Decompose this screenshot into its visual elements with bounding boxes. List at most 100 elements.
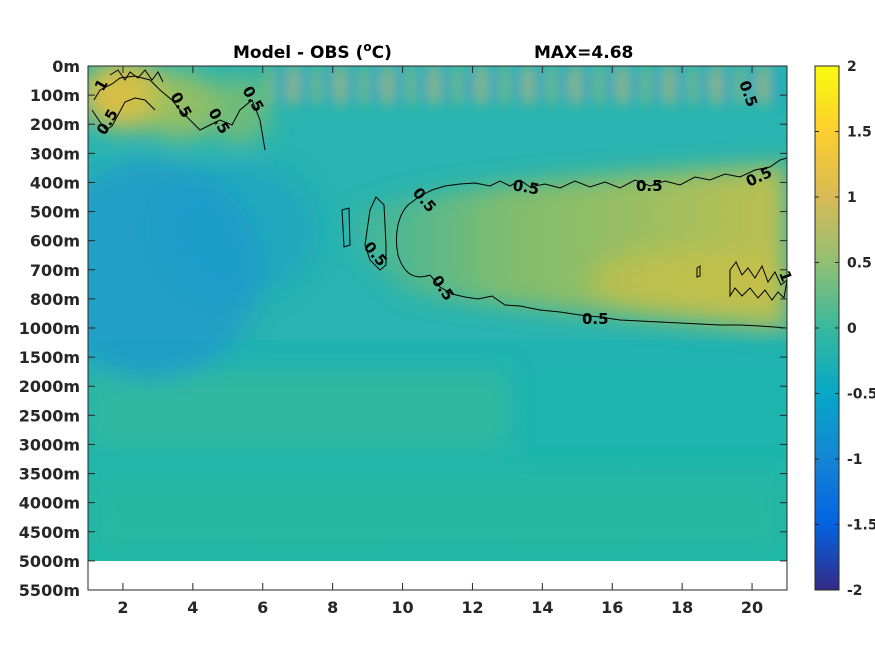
colorbar-tick-label: -0.5 — [847, 387, 875, 403]
surface-stripe-cool — [533, 66, 546, 105]
surface-stripe-warm — [498, 66, 512, 107]
surface-stripe-warm — [427, 66, 442, 107]
contour-surface-0.5-b — [91, 97, 156, 131]
surface-stripe-warm — [333, 66, 348, 107]
contour-upper-0.5 — [407, 157, 787, 206]
surface-stripe-cool — [604, 66, 616, 105]
y-tick-label: 1000m — [19, 319, 80, 338]
y-tick-label: 700m — [30, 261, 80, 280]
x-tick-label: 4 — [187, 598, 198, 617]
surface-stripe-cool — [463, 66, 475, 105]
surface-stripes — [263, 66, 781, 107]
contour-label-13: 0.5 — [582, 310, 609, 328]
contour-inner-0.5 — [364, 196, 387, 271]
surface-stripe-cool — [651, 66, 663, 105]
surface-stripe-warm — [662, 66, 677, 107]
surface-stripe-warm — [545, 66, 559, 107]
surface-stripe-warm — [263, 66, 277, 107]
contour-label-9: 0.5 — [636, 177, 663, 195]
colorbar-tick-label: 2 — [847, 59, 857, 75]
surface-stripe-cool — [721, 66, 734, 105]
contour-left-0.5 — [395, 204, 431, 278]
surface-stripe-cool — [275, 66, 287, 105]
surface-stripe-warm — [686, 66, 700, 107]
surface-stripe-cool — [510, 66, 522, 105]
x-tick-label: 6 — [257, 598, 268, 617]
y-tick-label: 600m — [30, 232, 80, 251]
surface-stripe-cool — [674, 66, 687, 105]
intermediate-warm-core — [590, 250, 787, 310]
surface-stripe-warm — [380, 66, 395, 107]
surface-stripe-warm — [521, 66, 536, 107]
surface-stripe-cool — [627, 66, 640, 105]
y-tick-label: 3500m — [19, 465, 80, 484]
y-tick-label: 5500m — [19, 581, 80, 600]
deep-warm-patch-2 — [88, 470, 787, 555]
colorbar-tick-label: -1.5 — [847, 518, 875, 534]
y-tick-label: 4000m — [19, 494, 80, 513]
y-tick-label: 100m — [30, 86, 80, 105]
surface-stripe-warm — [404, 66, 418, 107]
y-axis: 0m 100m 200m 300m 400m 500m 600m 700m 800m 1000m 1… — [19, 57, 787, 600]
contour-right-small — [696, 265, 701, 278]
surface-stripe-cool — [439, 66, 452, 105]
y-tick-label: 800m — [30, 290, 80, 309]
x-tick-label: 16 — [601, 598, 623, 617]
colorbar-tick-label: -2 — [847, 583, 863, 599]
x-tick-label: 12 — [461, 598, 483, 617]
surface-stripe-cool — [392, 66, 405, 105]
colorbar-tick-label: 0.5 — [847, 256, 872, 272]
surface-stripe-cool — [768, 66, 781, 105]
surface-stripe-cool — [745, 66, 757, 105]
surface-stripe-cool — [416, 66, 428, 105]
x-tick-label: 18 — [671, 598, 693, 617]
surface-stripe-warm — [592, 66, 606, 107]
surface-stripe-warm — [357, 66, 371, 107]
surface-stripe-warm — [474, 66, 489, 107]
contours — [91, 69, 787, 329]
colorbar-ticks: 2 1.5 1 0.5 0 -0.5 -1 -1.5 -2 — [815, 59, 875, 599]
x-axis: 2 4 6 8 10 12 14 16 18 20 — [117, 66, 763, 617]
contour-label-8: 0.5 — [511, 176, 540, 198]
surface-stripe-warm — [286, 66, 301, 107]
surface-stripe-warm — [733, 66, 747, 107]
surface-stripe-cool — [486, 66, 499, 105]
deep-warm-patch — [88, 370, 508, 450]
x-tick-label: 2 — [117, 598, 128, 617]
x-tick-label: 10 — [391, 598, 413, 617]
surface-stripe-cool — [298, 66, 311, 105]
surface-stripe-cool — [557, 66, 569, 105]
y-tick-label: 2000m — [19, 377, 80, 396]
surface-stripe-cool — [580, 66, 593, 105]
surface-stripe-cool — [345, 66, 358, 105]
contour-small-0.5 — [341, 207, 351, 248]
y-tick-label: 1500m — [19, 348, 80, 367]
title-prefix: Model - OBS ( — [233, 43, 363, 63]
surface-stripe-warm — [451, 66, 465, 107]
colorbar-tick-label: -1 — [847, 452, 863, 468]
x-tick-label: 20 — [741, 598, 763, 617]
colorbar-tick-label: 0 — [847, 321, 857, 337]
y-tick-label: 500m — [30, 203, 80, 222]
surface-stripe-warm — [615, 66, 630, 107]
y-tick-label: 0m — [52, 57, 80, 76]
upper-cool-region-2 — [160, 160, 320, 300]
colorbar-tick-label: 1 — [847, 190, 857, 206]
surface-stripe-cool — [369, 66, 381, 105]
y-tick-label: 3000m — [19, 435, 80, 454]
contour-lower-0.5 — [429, 274, 787, 329]
heatmap-field — [88, 66, 787, 561]
contour-right-1 — [729, 261, 787, 301]
x-tick-label: 8 — [327, 598, 338, 617]
chart-title: Model - OBS (oC) — [233, 40, 392, 63]
y-tick-label: 5000m — [19, 552, 80, 571]
surface-stripe-warm — [756, 66, 771, 107]
y-tick-label: 4500m — [19, 523, 80, 542]
title-suffix: C) — [372, 43, 392, 63]
y-tick-label: 400m — [30, 173, 80, 192]
title-degree-sup: o — [363, 40, 371, 54]
surface-stripe-cool — [322, 66, 334, 105]
contour-surface-1 — [109, 69, 164, 83]
surface-stripe-warm — [639, 66, 653, 107]
y-tick-label: 2500m — [19, 406, 80, 425]
